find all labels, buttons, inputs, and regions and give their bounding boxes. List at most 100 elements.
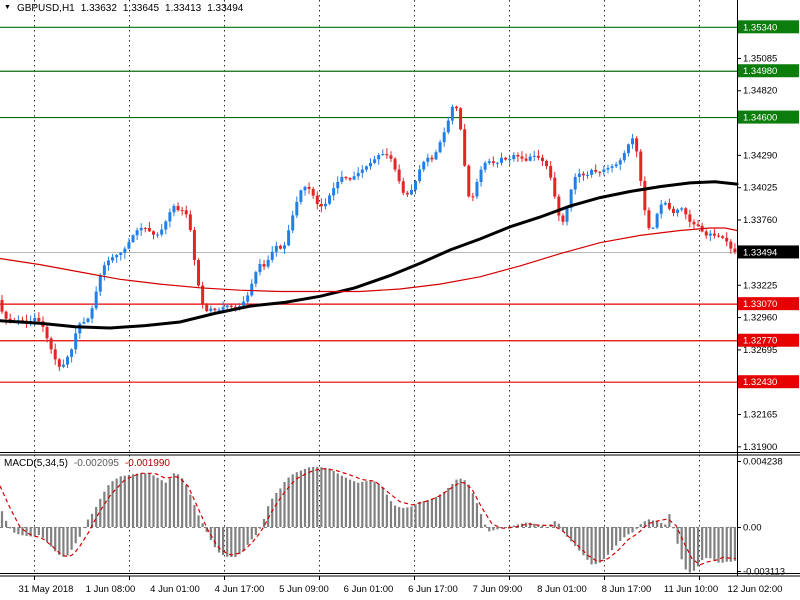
macd-bar: [492, 527, 495, 531]
macd-bar: [324, 467, 327, 527]
macd-bar: [258, 527, 262, 529]
macd-bar: [684, 527, 687, 570]
bull-candle: [373, 159, 377, 163]
bear-candle: [213, 308, 217, 311]
macd-bar: [672, 527, 675, 529]
bull-candle: [160, 229, 164, 235]
macd-bar: [353, 481, 356, 527]
current-price-box-label: 1.33494: [743, 247, 777, 258]
macd-bar: [496, 527, 499, 530]
macd-bar: [488, 527, 491, 532]
macd-bar: [344, 477, 348, 527]
macd-bar: [664, 524, 667, 527]
macd-bar: [582, 527, 585, 556]
bear-candle: [319, 203, 323, 207]
bear-candle: [536, 155, 540, 158]
macd-signal-line[interactable]: [0, 468, 737, 566]
macd-bar: [619, 527, 622, 541]
macd-bar: [570, 527, 573, 542]
bull-candle: [590, 169, 594, 175]
bull-candle: [131, 235, 135, 243]
macd-bar: [189, 494, 192, 527]
support-price-box: [738, 333, 799, 347]
time-label: 11 Jun 10:00: [664, 584, 718, 595]
bull-candle: [98, 274, 102, 292]
macd-bar: [21, 527, 24, 536]
bull-candle: [369, 162, 372, 167]
ma-slow-black-line[interactable]: [0, 180, 739, 330]
macd-bar: [725, 527, 728, 562]
macd-bar: [463, 480, 466, 527]
bear-candle: [696, 224, 700, 226]
macd-bar: [205, 527, 208, 533]
bull-candle: [295, 201, 299, 216]
macd-bar: [99, 498, 102, 527]
support-price-box-label: 1.32430: [743, 377, 777, 388]
macd-bar: [172, 473, 176, 527]
candles-layer: [0, 104, 737, 372]
bull-candle: [336, 181, 340, 189]
macd-bar: [193, 504, 196, 527]
ohlc-close: 1.33494: [207, 3, 244, 14]
price-tick-label: 1.33225: [743, 280, 777, 291]
time-label: 8 Jun 01:00: [537, 584, 587, 595]
bear-candle: [545, 161, 549, 167]
bull-candle: [352, 176, 356, 180]
macd-bar: [574, 527, 577, 546]
ma-fast-red-line[interactable]: [0, 227, 738, 293]
bull-candle: [438, 142, 442, 153]
bull-candle: [651, 227, 655, 229]
bear-candle: [598, 171, 602, 173]
macd-bar: [307, 467, 311, 527]
macd-bar: [299, 470, 302, 527]
macd-bar: [406, 507, 409, 527]
bull-candle: [573, 176, 577, 190]
symbol-name: GBPUSD,H1: [16, 3, 75, 14]
macd-bar: [643, 521, 646, 527]
bear-candle: [344, 176, 348, 179]
symbol-dropdown-icon[interactable]: ▼: [4, 4, 11, 11]
macd-bar: [45, 527, 49, 542]
bear-candle: [639, 151, 643, 181]
macd-histogram: [0, 466, 737, 573]
macd-bar: [66, 527, 69, 556]
macd-bar: [627, 527, 630, 535]
bull-candle: [78, 323, 82, 334]
bull-candle: [364, 166, 368, 170]
macd-tick-label: 0.004238: [743, 457, 783, 468]
macd-bar: [152, 475, 155, 527]
bull-candle: [680, 208, 684, 210]
macd-bar: [623, 527, 626, 538]
macd-bar: [418, 501, 421, 527]
bear-candle: [729, 241, 733, 249]
macd-bar: [524, 522, 528, 527]
macd-bar: [9, 527, 12, 529]
bear-candle: [524, 158, 528, 161]
macd-bar: [586, 527, 589, 560]
macd-bar: [541, 525, 544, 527]
price-tick-label: 1.33760: [743, 215, 777, 226]
macd-bar: [197, 515, 200, 527]
macd-bar: [393, 505, 397, 527]
resistance-price-box: [738, 110, 799, 124]
bear-candle: [405, 192, 409, 195]
bull-candle: [274, 245, 278, 252]
bull-candle: [663, 202, 667, 205]
macd-bar: [156, 477, 159, 527]
time-label: 6 Jun 17:00: [408, 584, 458, 595]
bull-candle: [586, 174, 590, 176]
time-label: 12 Jun 02:00: [728, 584, 783, 595]
bear-candle: [262, 264, 266, 267]
macd-bar: [705, 527, 708, 558]
ohlc-open: 1.33632: [80, 3, 117, 14]
macd-bar: [111, 481, 114, 527]
macd-bar: [50, 527, 53, 547]
bull-candle: [266, 259, 270, 267]
macd-bar: [123, 475, 126, 527]
macd-bar: [598, 527, 601, 563]
ohlc-low: 1.33413: [165, 3, 202, 14]
macd-bar: [475, 503, 479, 527]
macd-main-value: -0.002095: [73, 458, 119, 469]
macd-bar: [136, 473, 139, 527]
